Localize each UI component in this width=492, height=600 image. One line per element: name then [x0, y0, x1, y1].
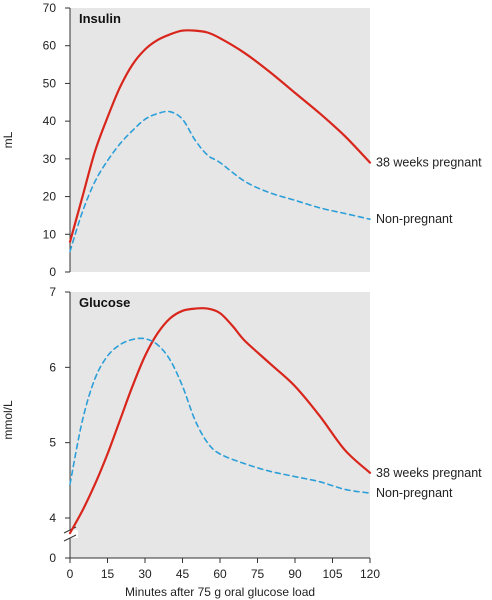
glucose-y-tick-label: 4 [49, 511, 56, 525]
glucose-series-label-non-pregnant: Non-pregnant [376, 486, 453, 500]
x-tick-label: 105 [322, 567, 342, 581]
insulin-y-tick-label: 60 [43, 39, 57, 53]
x-tick-label: 60 [213, 567, 227, 581]
insulin-y-axis-label: mL [1, 131, 15, 148]
x-tick-label: 15 [101, 567, 115, 581]
x-tick-label: 0 [67, 567, 74, 581]
insulin-panel-title: Insulin [79, 11, 121, 26]
x-tick-label: 45 [176, 567, 190, 581]
glucose-y-tick-label: 7 [49, 285, 56, 299]
insulin-y-tick-label: 0 [49, 265, 56, 279]
insulin-series-label-38-weeks-pregnant: 38 weeks pregnant [376, 156, 482, 170]
glucose-panel-title: Glucose [79, 295, 130, 310]
insulin-series-label-non-pregnant: Non-pregnant [376, 212, 453, 226]
glucose-y-tick-label: 5 [49, 436, 56, 450]
glucose-y-tick-label: 0 [49, 551, 56, 565]
x-tick-label: 75 [251, 567, 265, 581]
insulin-y-tick-label: 20 [43, 190, 57, 204]
insulin-y-tick-label: 70 [43, 1, 57, 15]
x-tick-label: 120 [360, 567, 380, 581]
glucose-series-line-non-pregnant [69, 337, 371, 494]
x-axis-label: Minutes after 75 g oral glucose load [125, 585, 315, 599]
glucose-series-line-38-weeks-pregnant [68, 307, 372, 535]
glucose-y-axis-label: mmol/L [1, 400, 15, 440]
glucose-axis-break-mark [63, 534, 77, 542]
x-tick-label: 90 [288, 567, 302, 581]
insulin-y-tick-label: 10 [43, 227, 57, 241]
glucose-y-tick-label: 6 [49, 360, 56, 374]
glucose-plot-area [70, 292, 370, 558]
insulin-series-line-non-pregnant [69, 110, 371, 253]
insulin-panel: 0 10 20 30 40 50 60 70 38 weeks pregnant Non-preg… [1, 1, 482, 279]
glucose-series-label-38-weeks-pregnant: 38 weeks pregnant [376, 466, 482, 480]
x-tick-label: 30 [138, 567, 152, 581]
insulin-y-tick-label: 40 [43, 114, 57, 128]
insulin-series-line-38-weeks-pregnant [68, 29, 372, 243]
insulin-y-tick-label: 30 [43, 152, 57, 166]
insulin-plot-area [70, 8, 370, 272]
insulin-y-tick-label: 50 [43, 76, 57, 90]
